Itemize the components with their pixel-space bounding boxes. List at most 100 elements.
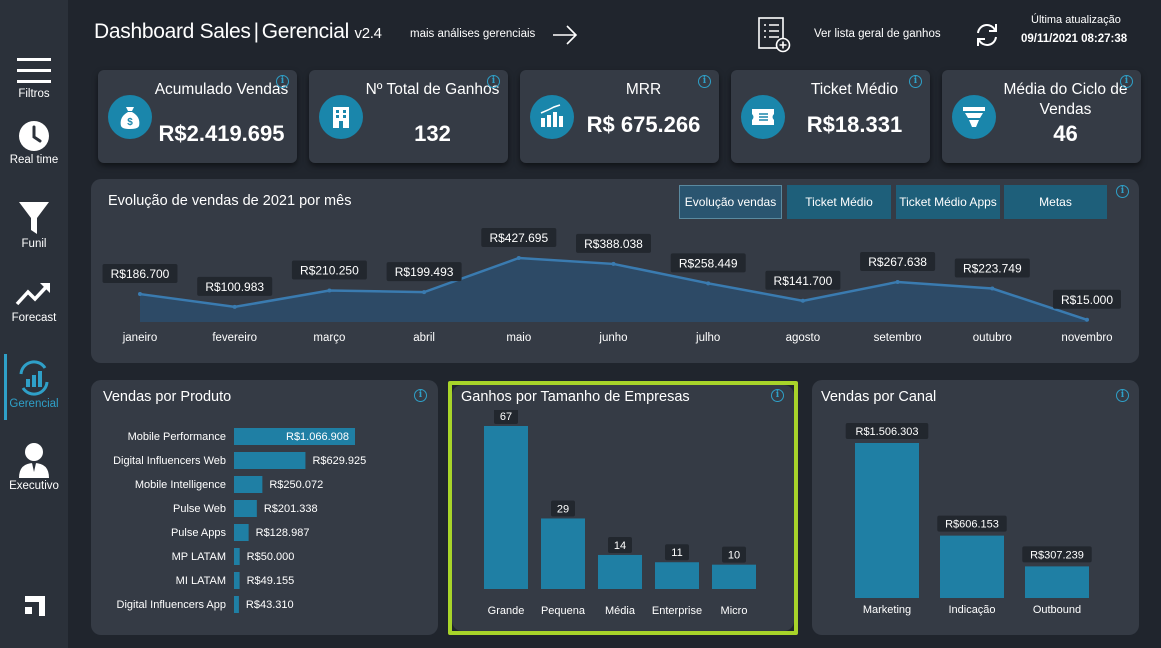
info-icon[interactable]: i: [1120, 75, 1133, 88]
data-label: 10: [722, 546, 746, 563]
sidebar: Filtros Real time Funil Forecast Gerenci…: [0, 0, 68, 648]
bar-mobile-intelligence[interactable]: [234, 476, 263, 493]
data-point[interactable]: [895, 279, 900, 284]
kpi-value: R$ 675.266: [586, 112, 701, 137]
ticket-icon: [741, 95, 785, 139]
kpi-value: 132: [414, 121, 451, 146]
data-label: 67: [494, 410, 518, 424]
bar-indicacao[interactable]: [940, 535, 1004, 598]
svg-text:R$427.695: R$427.695: [489, 231, 548, 245]
data-point[interactable]: [232, 304, 237, 309]
bar-pequena[interactable]: [541, 518, 585, 589]
trend-up-icon: [15, 283, 50, 306]
more-analyses-link[interactable]: mais análises gerenciais: [410, 28, 536, 40]
kpi-label: Acumulado Vendas: [154, 81, 289, 98]
bar-mi-latam[interactable]: [234, 572, 240, 589]
info-icon[interactable]: i: [487, 75, 500, 88]
data-label: R$100.983: [197, 276, 273, 296]
data-point[interactable]: [706, 281, 711, 286]
kpi-card-ticket-medio: Ticket Médio R$18.331 i: [731, 70, 930, 163]
list-add-icon[interactable]: [757, 17, 791, 53]
bar-mp-latam[interactable]: [234, 548, 240, 565]
x-tick-label: novembro: [1061, 332, 1112, 344]
bar-pulse-apps[interactable]: [234, 524, 249, 541]
tab-evolucao-vendas[interactable]: Evolução vendas: [679, 185, 782, 219]
data-point[interactable]: [611, 261, 616, 266]
category-label: Mobile Intelligence: [135, 479, 226, 491]
bar-enterprise[interactable]: [655, 562, 699, 589]
bar-digital-influencers-web[interactable]: [234, 452, 306, 469]
kpi-card-mrr: MRR R$ 675.266 i: [520, 70, 719, 163]
kpi-label: Média do Ciclo de Vendas: [1003, 81, 1128, 118]
info-icon[interactable]: i: [1116, 389, 1129, 402]
data-point[interactable]: [138, 292, 142, 297]
arrow-right-icon[interactable]: [552, 22, 578, 48]
bar-outbound[interactable]: [1025, 566, 1089, 598]
sidebar-item-label: Executivo: [9, 480, 59, 492]
sidebar-item-real-time[interactable]: Real time: [0, 120, 68, 166]
info-icon[interactable]: i: [698, 75, 711, 88]
data-label: R$15.000: [1053, 289, 1121, 309]
sidebar-item-gerencial[interactable]: Gerencial: [0, 360, 68, 410]
category-label: Digital Influencers Web: [113, 455, 226, 467]
data-point[interactable]: [990, 286, 995, 291]
x-tick-label: julho: [695, 332, 720, 344]
data-point[interactable]: [800, 298, 805, 303]
data-point[interactable]: [422, 290, 427, 295]
sidebar-item-filtros[interactable]: Filtros: [0, 56, 68, 100]
bar-mobile-performance[interactable]: [234, 428, 355, 445]
page-title: Dashboard Sales | Gerencial v2.4: [94, 20, 382, 44]
svg-text:11: 11: [671, 547, 682, 559]
bar-marketing[interactable]: [855, 443, 919, 598]
growth-chart-icon: [530, 95, 574, 139]
sidebar-item-forecast[interactable]: Forecast: [0, 278, 68, 324]
x-tick-label: Enterprise: [652, 605, 702, 617]
evolution-title: Evolução de vendas de 2021 por mês: [108, 193, 352, 209]
data-label: 14: [608, 536, 632, 553]
person-icon: [19, 443, 49, 478]
x-tick-label: Indicação: [948, 604, 995, 616]
svg-text:R$307.239: R$307.239: [1030, 549, 1084, 561]
data-point[interactable]: [1085, 317, 1089, 322]
svg-text:10: 10: [728, 550, 740, 562]
produto-chart: Mobile Performance R$1.066.908 Digital Inf…: [113, 428, 366, 613]
svg-text:R$210.250: R$210.250: [300, 264, 359, 278]
data-label: R$388.038: [576, 233, 651, 253]
data-point[interactable]: [516, 256, 521, 260]
info-icon[interactable]: i: [771, 389, 784, 402]
info-icon[interactable]: i: [276, 75, 289, 88]
data-label: R$629.925: [312, 455, 366, 467]
empresas-title: Ganhos por Tamanho de Empresas: [461, 389, 690, 405]
bar-pulse-web[interactable]: [234, 500, 257, 517]
bar-grande[interactable]: [484, 426, 528, 589]
data-label: R$307.239: [1022, 546, 1092, 563]
tab-ticket-medio-apps[interactable]: Ticket Médio Apps: [896, 185, 1000, 219]
sidebar-item-label: Forecast: [11, 312, 57, 324]
tab-ticket-medio[interactable]: Ticket Médio: [787, 185, 891, 219]
bar-micro[interactable]: [712, 564, 756, 589]
data-label: R$427.695: [481, 228, 557, 247]
bar-chart-refresh-icon: [19, 360, 49, 396]
x-tick-label: maio: [506, 332, 531, 344]
data-point[interactable]: [327, 288, 332, 293]
data-label: R$141.700: [765, 270, 841, 290]
svg-text:R$1.506.303: R$1.506.303: [856, 426, 919, 438]
x-tick-label: março: [313, 332, 345, 344]
tab-metas[interactable]: Metas: [1004, 185, 1107, 219]
active-indicator: [4, 354, 7, 420]
produto-panel: Vendas por Produto i: [91, 380, 438, 635]
category-label: Digital Influencers App: [117, 599, 226, 611]
bar-digital-influencers-app[interactable]: [234, 596, 239, 613]
sidebar-item-executivo[interactable]: Executivo: [0, 442, 68, 492]
data-label: R$186.700: [102, 264, 178, 284]
sidebar-item-funil[interactable]: Funil: [0, 200, 68, 250]
bar-media[interactable]: [598, 554, 642, 589]
info-icon[interactable]: i: [414, 389, 427, 402]
data-label: 11: [665, 544, 689, 561]
info-icon[interactable]: i: [909, 75, 922, 88]
earnings-list-link[interactable]: Ver lista geral de ganhos: [814, 28, 941, 40]
refresh-icon[interactable]: [974, 22, 1000, 48]
last-update-label: Última atualização: [1031, 14, 1121, 26]
info-icon[interactable]: i: [1116, 185, 1129, 198]
area-fill: [140, 258, 1087, 322]
